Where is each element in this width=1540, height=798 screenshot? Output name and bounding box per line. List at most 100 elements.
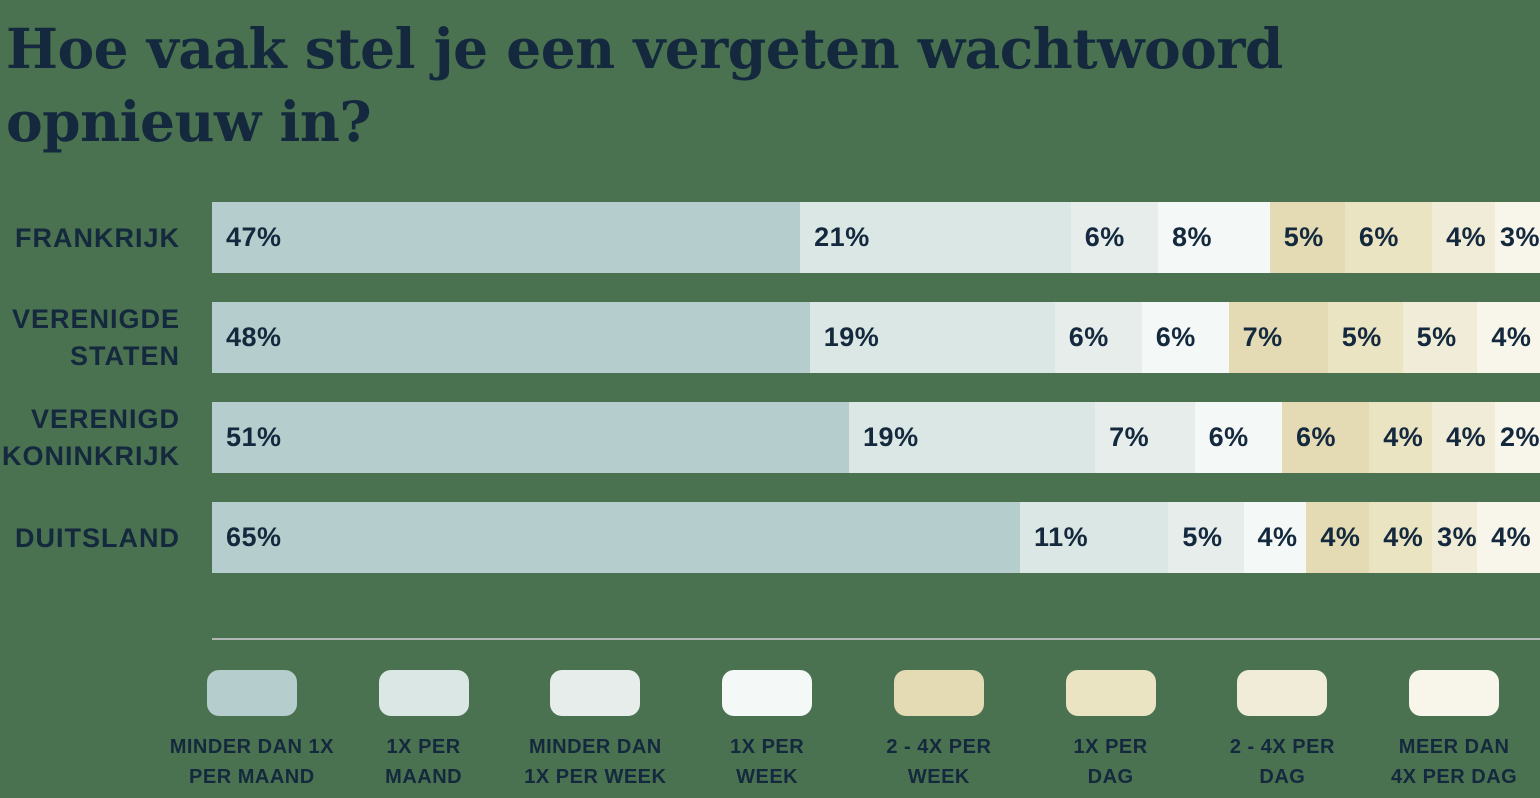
- segment-value-label: 6%: [1208, 422, 1249, 453]
- segment-value-label: 19%: [823, 322, 880, 353]
- legend-label-line: PER MAAND: [189, 765, 315, 788]
- segment-value-label: 21%: [814, 222, 870, 253]
- segment-value-label: 51%: [226, 422, 282, 453]
- segment-value-label: 4%: [1257, 522, 1298, 553]
- bar-segment: 6%: [1281, 402, 1370, 474]
- segment-value-label: 6%: [1084, 222, 1125, 253]
- legend-item: 2 - 4X PER WEEK: [853, 670, 1025, 792]
- segment-value-label: 4%: [1491, 322, 1532, 353]
- legend-label: 1X PER DAG: [1074, 733, 1148, 792]
- bar-segment: 5%: [1269, 202, 1345, 274]
- segment-value-label: 4%: [1383, 422, 1424, 453]
- bar-segment: 19%: [809, 302, 1055, 374]
- segment-value-label: 3%: [1499, 222, 1540, 253]
- bar-segment: 4%: [1306, 502, 1370, 574]
- bar-segment: 2%: [1494, 402, 1540, 474]
- bar-segment: 47%: [212, 202, 801, 274]
- bar-segment: 4%: [1477, 502, 1540, 574]
- legend-label-line: MAAND: [385, 765, 463, 788]
- bar-segment: 5%: [1402, 302, 1478, 374]
- segment-value-label: 6%: [1358, 222, 1399, 253]
- segment-value-label: 6%: [1155, 322, 1196, 353]
- legend-color-swatch: [550, 670, 641, 717]
- legend-item: 1X PER DAG: [1025, 670, 1197, 792]
- bar-segment: 7%: [1228, 302, 1328, 374]
- legend-label: MINDER DAN 1X PER MAAND: [170, 733, 334, 792]
- legend-label: MINDER DAN 1X PER WEEK: [524, 733, 666, 792]
- row-label-line: KONINKRIJK: [1, 440, 180, 471]
- legend-label-line: 1X PER: [386, 736, 461, 759]
- segment-value-label: 65%: [226, 522, 282, 553]
- legend-item: MEER DAN 4X PER DAG: [1368, 670, 1540, 792]
- bar-segment: 51%: [212, 402, 850, 474]
- legend-label-line: MEER DAN: [1398, 736, 1510, 759]
- legend-label: 1X PER WEEK: [730, 733, 804, 792]
- legend-label-line: 2 - 4X PER: [1229, 736, 1335, 759]
- stacked-bar-chart: FRANKRIJK 47% 21% 6% 8% 5% 6% 4% 3% VERENIGDE STAT…: [0, 202, 1540, 574]
- segment-value-label: 7%: [1109, 422, 1150, 453]
- bar-segment: 6%: [1141, 302, 1229, 374]
- legend-label-line: 2 - 4X PER: [886, 736, 992, 759]
- segment-value-label: 4%: [1320, 522, 1361, 553]
- legend-label-line: MINDER DAN: [528, 736, 662, 759]
- bar-stack: 47% 21% 6% 8% 5% 6% 4% 3%: [212, 202, 1540, 274]
- segment-value-label: 48%: [226, 322, 282, 353]
- legend-item: 1X PER WEEK: [681, 670, 853, 792]
- bar-segment: 5%: [1168, 502, 1244, 574]
- legend-label-line: DAG: [1259, 765, 1306, 788]
- chart-row: VERENIGDE STATEN 48% 19% 6% 6% 7% 5% 5% 4%: [0, 302, 1540, 374]
- segment-value-label: 6%: [1295, 422, 1336, 453]
- legend-item: 2 - 4X PER DAG: [1197, 670, 1369, 792]
- bar-segment: 4%: [1369, 502, 1433, 574]
- bar-segment: 6%: [1344, 202, 1433, 274]
- legend-color-swatch: [206, 670, 297, 717]
- bar-segment: 7%: [1095, 402, 1195, 474]
- legend-label-line: 1X PER: [730, 736, 805, 759]
- bar-segment: 65%: [212, 502, 1021, 574]
- legend-label: 2 - 4X PER DAG: [1230, 733, 1335, 792]
- bar-segment: 5%: [1327, 302, 1403, 374]
- segment-value-label: 7%: [1242, 322, 1283, 353]
- bar-segment: 6%: [1054, 302, 1142, 374]
- bar-segment: 4%: [1243, 502, 1307, 574]
- bar-segment: 11%: [1020, 502, 1169, 574]
- legend-label-line: WEEK: [907, 765, 970, 788]
- segment-value-label: 11%: [1034, 522, 1089, 553]
- legend-item: MINDER DAN 1X PER MAAND: [166, 670, 338, 792]
- bar-segment: 4%: [1477, 302, 1540, 374]
- segment-value-label: 4%: [1491, 522, 1532, 553]
- legend-label-line: MINDER DAN 1X: [169, 736, 335, 759]
- segment-value-label: 4%: [1383, 522, 1424, 553]
- bar-segment: 21%: [800, 202, 1071, 274]
- segment-value-label: 8%: [1172, 222, 1213, 253]
- segment-value-label: 19%: [863, 422, 919, 453]
- legend-color-swatch: [378, 670, 469, 717]
- row-label: FRANKRIJK: [0, 202, 212, 273]
- segment-value-label: 2%: [1499, 422, 1540, 453]
- row-label: DUITSLAND: [0, 502, 212, 573]
- legend-color-swatch: [893, 670, 984, 717]
- legend-label-line: 1X PER WEEK: [524, 765, 667, 788]
- chart-row: VERENIGD KONINKRIJK 51% 19% 7% 6% 6% 4% 4% 2%: [0, 402, 1540, 474]
- bar-segment: 3%: [1494, 202, 1540, 274]
- chart-row: DUITSLAND 65% 11% 5% 4% 4% 4% 3% 4%: [0, 502, 1540, 574]
- legend-item: 1X PER MAAND: [338, 670, 510, 792]
- bar-segment: 4%: [1432, 402, 1495, 474]
- segment-value-label: 5%: [1283, 222, 1324, 253]
- bar-segment: 8%: [1158, 202, 1270, 274]
- legend-color-swatch: [1409, 670, 1500, 717]
- legend-divider-line: [212, 638, 1540, 641]
- bar-stack: 51% 19% 7% 6% 6% 4% 4% 2%: [212, 402, 1540, 474]
- row-label-line: FRANKRIJK: [14, 222, 180, 253]
- legend-label-line: DAG: [1087, 765, 1134, 788]
- segment-value-label: 47%: [226, 222, 282, 253]
- row-label-line: STATEN: [70, 340, 180, 371]
- chart-legend: MINDER DAN 1X PER MAAND 1X PER MAAND MINDER …: [166, 670, 1540, 792]
- legend-color-swatch: [1237, 670, 1328, 717]
- bar-segment: 48%: [212, 302, 810, 374]
- bar-segment: 3%: [1432, 502, 1478, 574]
- bar-segment: 6%: [1194, 402, 1282, 474]
- row-label: VERENIGD KONINKRIJK: [0, 402, 212, 473]
- legend-label-line: 4X PER DAG: [1391, 765, 1518, 788]
